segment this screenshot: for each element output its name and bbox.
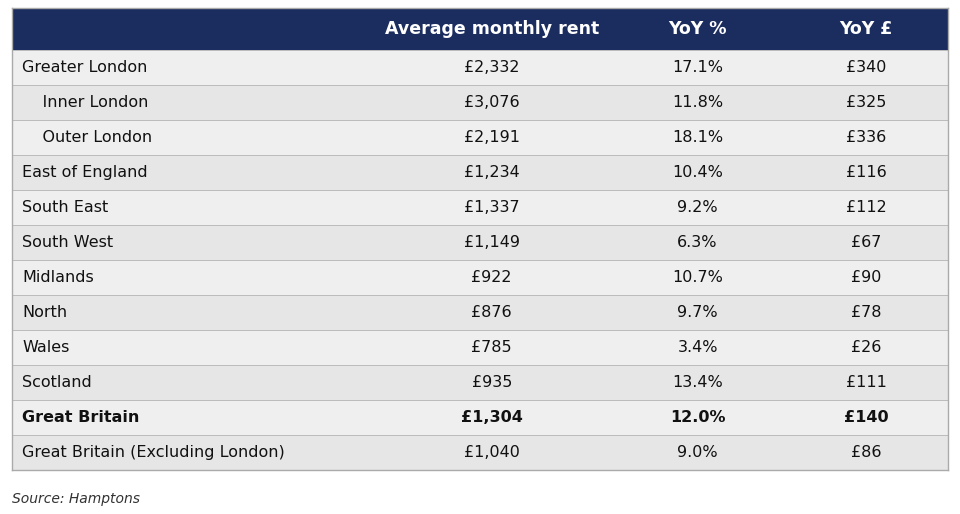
Text: £2,191: £2,191 xyxy=(464,130,519,145)
Text: £90: £90 xyxy=(851,270,881,285)
Text: 12.0%: 12.0% xyxy=(670,410,726,425)
Bar xyxy=(12,225,948,260)
Text: 10.4%: 10.4% xyxy=(672,165,723,180)
Text: Inner London: Inner London xyxy=(22,95,149,110)
Bar xyxy=(12,85,948,120)
Bar xyxy=(12,260,948,295)
Text: £140: £140 xyxy=(844,410,888,425)
Text: £876: £876 xyxy=(471,305,512,320)
Text: 11.8%: 11.8% xyxy=(672,95,723,110)
Text: £1,149: £1,149 xyxy=(464,235,519,250)
Text: YoY £: YoY £ xyxy=(839,20,893,38)
Text: Scotland: Scotland xyxy=(22,375,92,390)
Text: 3.4%: 3.4% xyxy=(678,340,718,355)
Text: North: North xyxy=(22,305,67,320)
Text: £1,040: £1,040 xyxy=(464,445,519,460)
Text: South East: South East xyxy=(22,200,108,215)
Bar xyxy=(12,8,948,50)
Text: £112: £112 xyxy=(846,200,886,215)
Text: South West: South West xyxy=(22,235,113,250)
Bar xyxy=(12,330,948,365)
Text: £2,332: £2,332 xyxy=(464,60,519,75)
Text: 17.1%: 17.1% xyxy=(672,60,723,75)
Text: £67: £67 xyxy=(851,235,881,250)
Text: 18.1%: 18.1% xyxy=(672,130,723,145)
Text: £1,337: £1,337 xyxy=(464,200,519,215)
Text: Midlands: Midlands xyxy=(22,270,94,285)
Text: £78: £78 xyxy=(851,305,881,320)
Text: Source: Hamptons: Source: Hamptons xyxy=(12,492,140,506)
Text: 10.7%: 10.7% xyxy=(672,270,723,285)
Text: Greater London: Greater London xyxy=(22,60,148,75)
Text: £340: £340 xyxy=(846,60,886,75)
Text: 9.0%: 9.0% xyxy=(678,445,718,460)
Bar xyxy=(12,400,948,435)
Text: £86: £86 xyxy=(851,445,881,460)
Text: £3,076: £3,076 xyxy=(464,95,519,110)
Bar xyxy=(12,120,948,155)
Text: 13.4%: 13.4% xyxy=(672,375,723,390)
Text: Average monthly rent: Average monthly rent xyxy=(385,20,599,38)
Bar xyxy=(12,435,948,470)
Text: £325: £325 xyxy=(846,95,886,110)
Text: £116: £116 xyxy=(846,165,886,180)
Bar xyxy=(12,50,948,85)
Text: Outer London: Outer London xyxy=(22,130,152,145)
Bar xyxy=(12,190,948,225)
Text: £1,234: £1,234 xyxy=(464,165,519,180)
Text: £1,304: £1,304 xyxy=(461,410,522,425)
Text: East of England: East of England xyxy=(22,165,148,180)
Text: 9.2%: 9.2% xyxy=(678,200,718,215)
Text: £785: £785 xyxy=(471,340,512,355)
Text: Great Britain (Excluding London): Great Britain (Excluding London) xyxy=(22,445,285,460)
Text: £336: £336 xyxy=(846,130,886,145)
Text: £935: £935 xyxy=(471,375,512,390)
Text: £111: £111 xyxy=(846,375,886,390)
Text: Great Britain: Great Britain xyxy=(22,410,139,425)
Text: £26: £26 xyxy=(851,340,881,355)
Text: Wales: Wales xyxy=(22,340,69,355)
Text: YoY %: YoY % xyxy=(668,20,727,38)
Text: 9.7%: 9.7% xyxy=(678,305,718,320)
Bar xyxy=(12,295,948,330)
Text: £922: £922 xyxy=(471,270,512,285)
Text: 6.3%: 6.3% xyxy=(678,235,718,250)
Bar xyxy=(12,365,948,400)
Bar xyxy=(12,155,948,190)
